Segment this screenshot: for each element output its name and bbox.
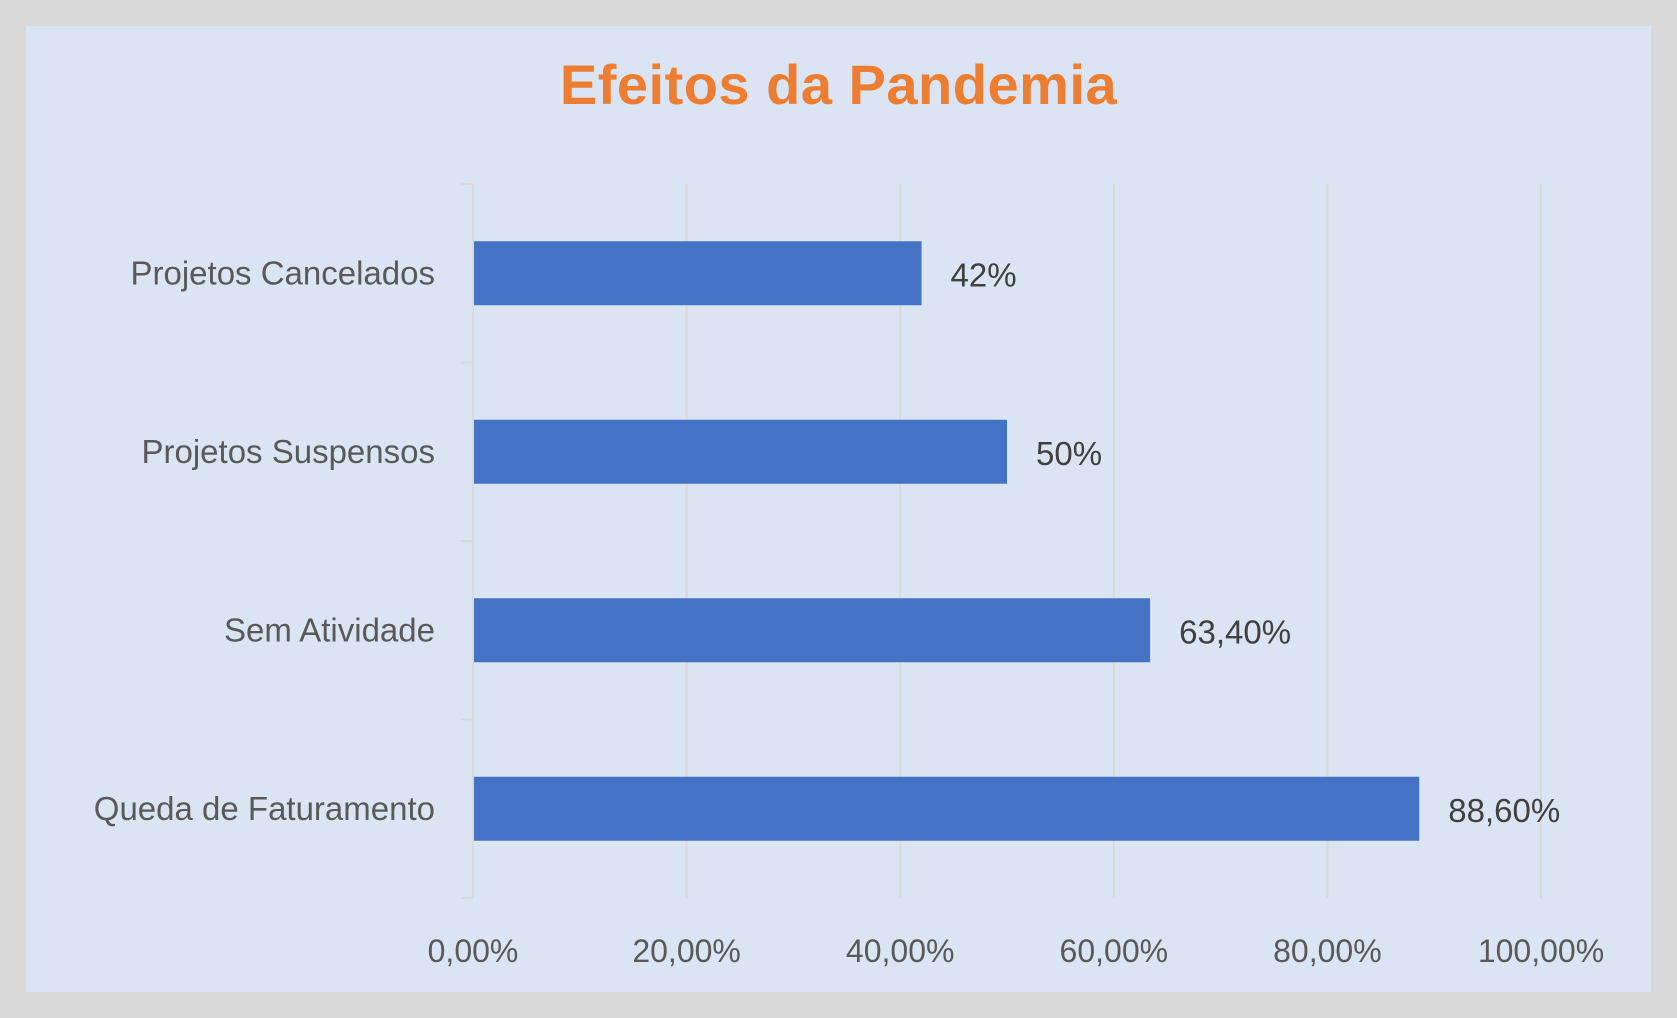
data-label: 88,60%: [1448, 792, 1560, 829]
data-label: 50%: [1036, 435, 1102, 472]
category-label: Queda de Faturamento: [94, 790, 435, 827]
chart-title: Efeitos da Pandemia: [559, 53, 1118, 116]
x-tick-label: 40,00%: [846, 933, 955, 969]
category-label: Projetos Suspensos: [141, 433, 435, 470]
bar: [474, 419, 1007, 484]
x-tick-label: 0,00%: [428, 933, 519, 969]
x-tick-label: 100,00%: [1478, 933, 1604, 969]
bar: [474, 776, 1420, 841]
data-label: 42%: [951, 256, 1017, 293]
data-label: 63,40%: [1179, 613, 1291, 650]
bar: [474, 598, 1151, 663]
bar: [474, 241, 922, 306]
x-tick-label: 80,00%: [1273, 933, 1382, 969]
category-label: Projetos Cancelados: [130, 254, 435, 291]
x-tick-label: 20,00%: [632, 933, 741, 969]
category-label: Sem Atividade: [224, 611, 435, 648]
x-tick-label: 60,00%: [1060, 933, 1169, 969]
